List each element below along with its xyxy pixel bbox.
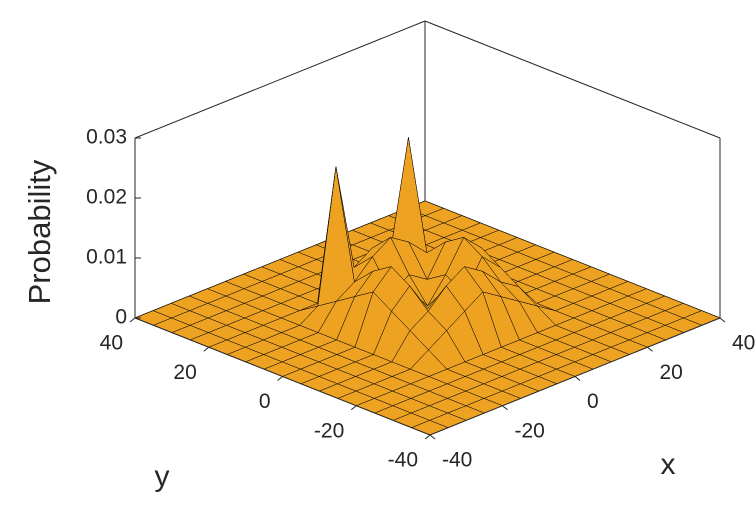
x-tick-label: -40 bbox=[442, 449, 472, 472]
y-tick-label: -20 bbox=[314, 419, 344, 442]
z-tick-label: 0.03 bbox=[86, 126, 127, 149]
y-tick bbox=[129, 317, 136, 323]
x-axis-label: x bbox=[661, 448, 676, 481]
y-tick bbox=[350, 405, 357, 411]
y-tick-label: 40 bbox=[100, 332, 123, 355]
y-tick bbox=[424, 434, 431, 440]
x-tick-label: 40 bbox=[732, 332, 755, 355]
z-axis-label: Probability bbox=[22, 159, 57, 304]
x-tick bbox=[429, 434, 436, 440]
y-tick-label: 0 bbox=[259, 390, 271, 413]
x-tick bbox=[502, 405, 508, 411]
x-tick-label: 0 bbox=[587, 390, 599, 413]
box-edge bbox=[424, 20, 721, 139]
x-tick bbox=[719, 317, 726, 323]
x-tick-label: -20 bbox=[515, 419, 545, 442]
z-tick-label: 0 bbox=[115, 306, 127, 329]
y-tick-label: 20 bbox=[173, 361, 196, 384]
y-axis-label: y bbox=[155, 460, 170, 493]
x-tick-label: 20 bbox=[660, 361, 683, 384]
x-tick bbox=[574, 376, 581, 381]
z-tick-label: 0.01 bbox=[86, 246, 127, 269]
y-tick-label: -40 bbox=[388, 449, 418, 472]
x-tick bbox=[647, 346, 653, 352]
y-tick bbox=[203, 346, 210, 352]
surface-cell bbox=[390, 137, 428, 253]
box-edge bbox=[134, 20, 426, 139]
z-tick-label: 0.02 bbox=[86, 186, 127, 209]
y-tick bbox=[277, 376, 283, 381]
